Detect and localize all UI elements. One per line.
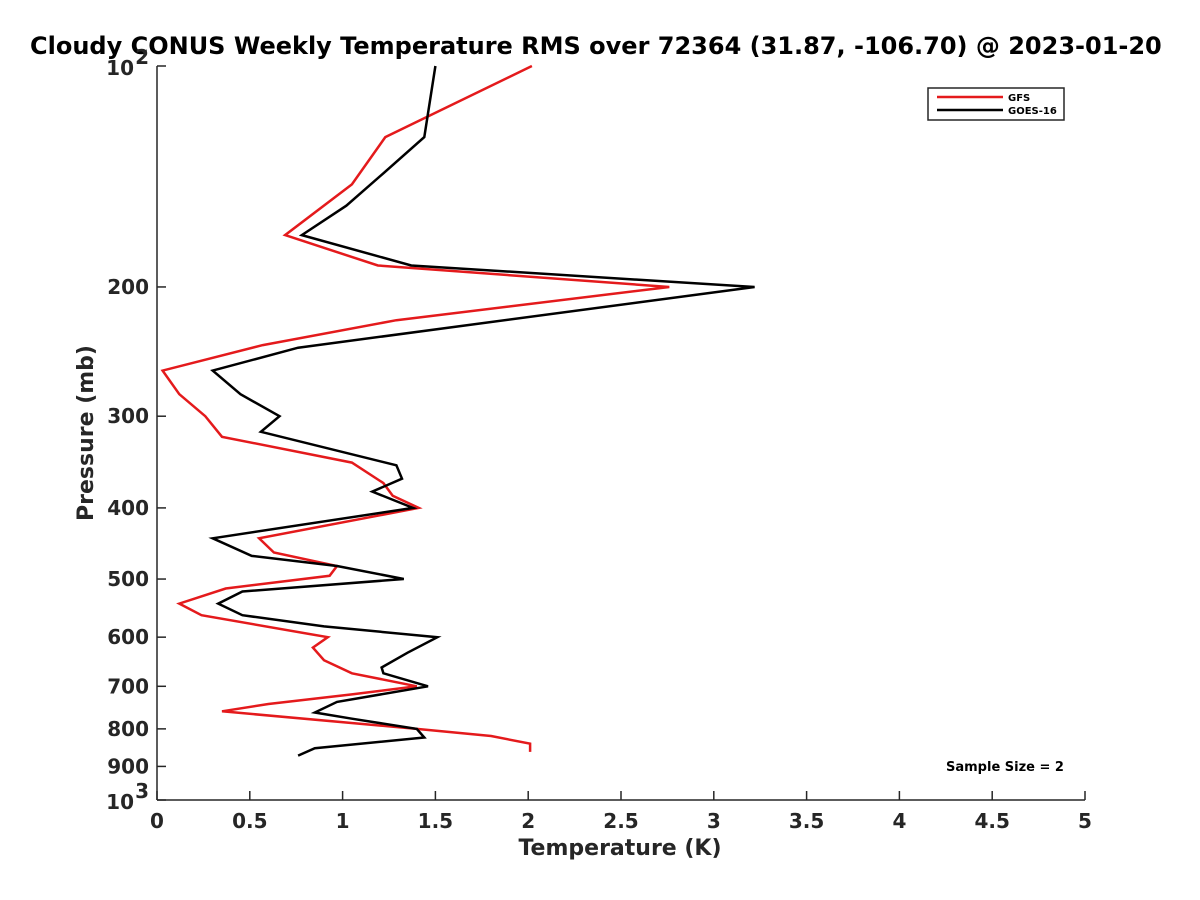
y-tick-label-base: 10	[106, 56, 134, 80]
y-tick-label: 800	[107, 717, 149, 741]
sample-size-annotation: Sample Size = 2	[946, 760, 1064, 775]
x-tick-label: 2	[521, 809, 535, 833]
chart-title: Cloudy CONUS Weekly Temperature RMS over…	[30, 32, 1162, 60]
y-tick-label: 700	[107, 674, 149, 698]
series-line-goes-16	[208, 65, 755, 757]
x-tick-label: 4	[892, 809, 906, 833]
y-tick-label: 900	[107, 754, 149, 778]
legend-box	[927, 87, 1065, 121]
y-tick-label: 300	[107, 404, 149, 428]
y-axis-label: Pressure (mb)	[74, 345, 99, 521]
x-tick-label: 1	[336, 809, 350, 833]
legend-label: GFS	[1008, 93, 1030, 104]
x-tick-label: 3.5	[789, 809, 824, 833]
legend-label: GOES-16	[1008, 106, 1057, 117]
series-line-gfs	[160, 64, 670, 752]
x-tick-label: 1.5	[418, 809, 453, 833]
series-lines	[160, 64, 755, 757]
axes: 0 0.5 1 1.5 2 2.5 3 3.5 4 4.5 52102003004005006007…	[106, 45, 1092, 833]
legend: GFS GOES-16	[927, 87, 1065, 121]
x-tick-label: 0.5	[232, 809, 267, 833]
y-tick-label: 200	[107, 275, 149, 299]
y-tick-label-exponent: 2	[135, 45, 149, 69]
x-tick-label: 5	[1078, 809, 1092, 833]
y-tick-label: 600	[107, 625, 149, 649]
x-tick-label: 4.5	[974, 809, 1009, 833]
x-tick-label: 0	[150, 809, 164, 833]
y-tick-label: 500	[107, 567, 149, 591]
y-tick-label-base: 10	[106, 790, 134, 814]
x-axis-label: Temperature (K)	[518, 836, 721, 861]
y-tick-label: 400	[107, 496, 149, 520]
x-tick-label: 3	[707, 809, 721, 833]
x-tick-label: 2.5	[603, 809, 638, 833]
y-tick-label-exponent: 3	[135, 779, 149, 803]
